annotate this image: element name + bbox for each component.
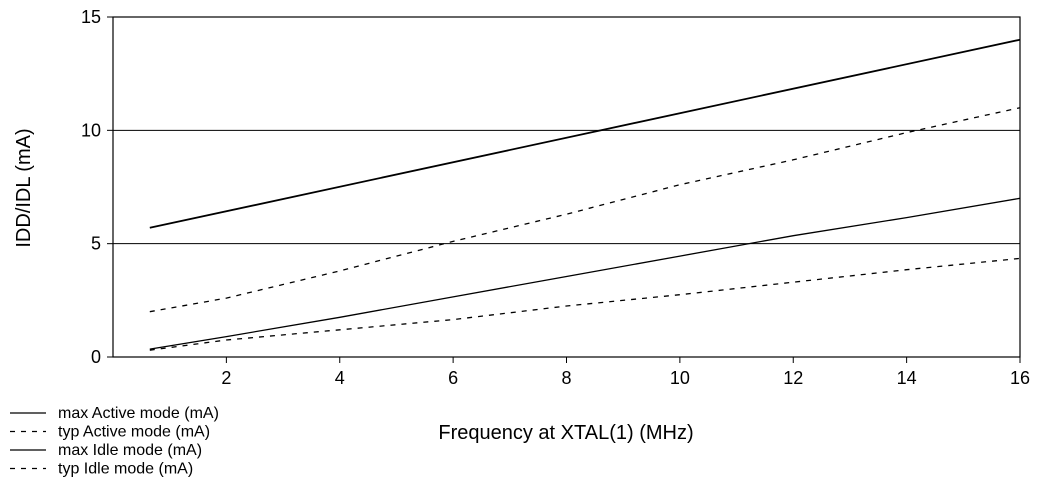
legend-label-2: max Idle mode (mA) xyxy=(58,442,202,459)
x-tick-label: 12 xyxy=(783,368,803,388)
y-tick-label: 5 xyxy=(91,234,101,254)
x-tick-label: 4 xyxy=(335,368,345,388)
x-tick-label: 6 xyxy=(448,368,458,388)
legend-label-1: typ Active mode (mA) xyxy=(58,424,210,441)
series-line-2 xyxy=(149,197,1021,350)
x-axis-label: Frequency at XTAL(1) (MHz) xyxy=(438,422,693,444)
x-tick-label: 16 xyxy=(1010,368,1030,388)
x-tick-label: 2 xyxy=(221,368,231,388)
x-tick-label: 8 xyxy=(561,368,571,388)
gridlines xyxy=(113,129,1020,245)
axis-ticks: 2 4 6 8 10 12 14 16 0 5 10 15 xyxy=(81,7,1030,388)
legend-label-3: typ Idle mode (mA) xyxy=(58,461,193,478)
series-line-0 xyxy=(149,38,1021,229)
legend: max Active mode (mA) typ Active mode (mA)… xyxy=(10,405,219,478)
series-line-3 xyxy=(149,257,1021,351)
y-tick-label: 15 xyxy=(81,7,101,27)
y-tick-label: 0 xyxy=(91,347,101,367)
series-layer xyxy=(149,38,1021,351)
legend-label-0: max Active mode (mA) xyxy=(58,405,219,422)
y-tick-label: 10 xyxy=(81,120,101,140)
series-line-1 xyxy=(149,107,1021,313)
x-tick-label: 14 xyxy=(897,368,917,388)
y-axis-label: IDD/IDL (mA) xyxy=(13,128,35,247)
x-tick-label: 10 xyxy=(670,368,690,388)
